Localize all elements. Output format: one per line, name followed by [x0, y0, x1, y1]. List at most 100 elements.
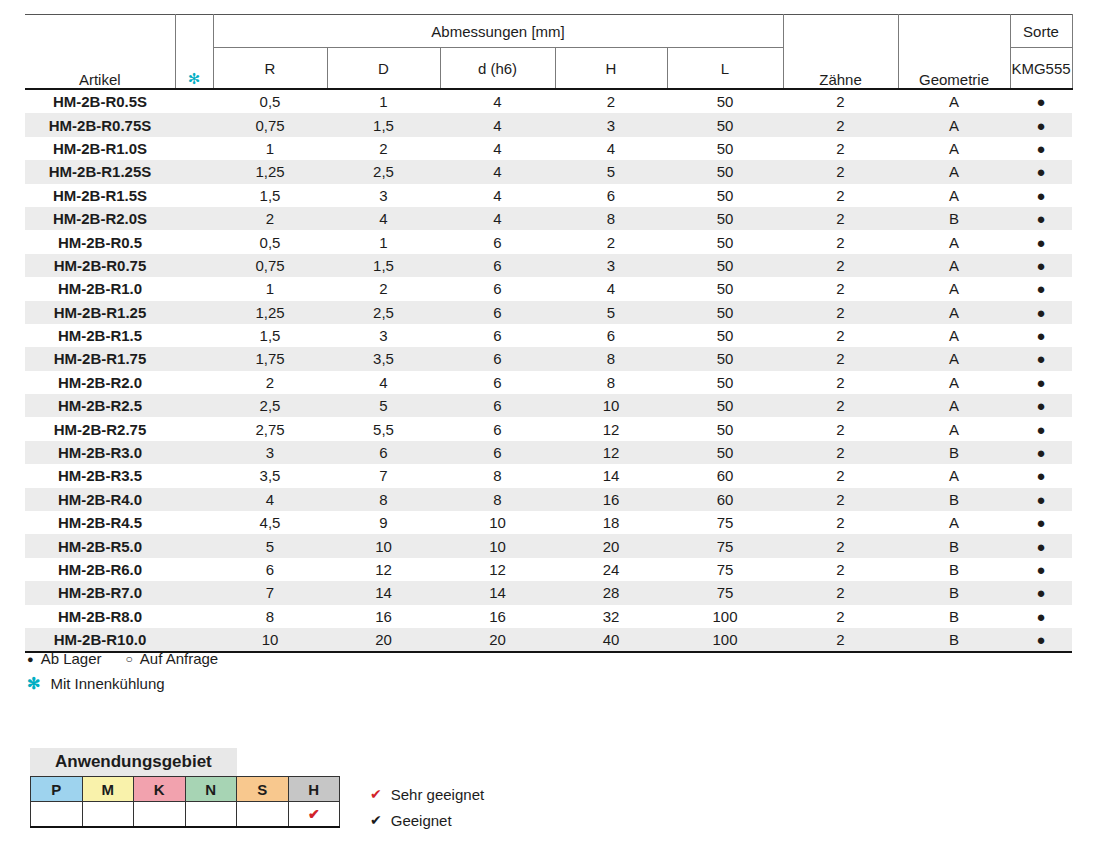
cell-d-h6: 6 [440, 417, 555, 440]
cell-h: 4 [555, 277, 667, 300]
cell-h: 18 [555, 511, 667, 534]
cell-artikel: HM-2B-R3.0 [25, 441, 175, 464]
cell-zaehne: 2 [783, 394, 898, 417]
cell-zaehne: 2 [783, 160, 898, 183]
cell-l: 60 [667, 464, 783, 487]
col-header-l: L [667, 48, 783, 90]
table-row: HM-2B-R1.0 1 2 6 4 50 2 A ● [25, 277, 1072, 300]
cell-h: 40 [555, 628, 667, 652]
cell-artikel: HM-2B-R1.0 [25, 277, 175, 300]
stock-dot-icon: ● [1010, 207, 1072, 230]
spec-table-section: Artikel ✻ Abmessungen [mm] Zähne Geometr… [25, 14, 1073, 653]
col-group-abmessungen: Abmessungen [mm] [213, 15, 783, 48]
cell-geometrie: A [898, 184, 1010, 207]
cell-zaehne: 2 [783, 324, 898, 347]
col-header-geometrie: Geometrie [898, 15, 1010, 90]
cell-geometrie: A [898, 301, 1010, 324]
table-row: HM-2B-R8.0 8 16 16 32 100 2 B ● [25, 605, 1072, 628]
stock-legend: ●Ab Lager○Auf Anfrage [27, 650, 218, 667]
cell-l: 50 [667, 160, 783, 183]
cell-d: 7 [327, 464, 440, 487]
cell-zaehne: 2 [783, 511, 898, 534]
col-header-kmg555: KMG555 [1010, 48, 1072, 90]
legend-item-suitable: ✔ Geeignet [370, 807, 484, 833]
stock-dot-icon: ● [1010, 488, 1072, 511]
cell-coolant [175, 207, 213, 230]
application-section: Anwendungsgebiet PMKNSH ✔ ✔ Sehr geeigne… [30, 748, 484, 833]
cell-h: 6 [555, 184, 667, 207]
cell-r: 3,5 [213, 464, 327, 487]
cell-geometrie: A [898, 137, 1010, 160]
cell-geometrie: A [898, 371, 1010, 394]
cell-coolant [175, 605, 213, 628]
cell-artikel: HM-2B-R8.0 [25, 605, 175, 628]
cell-d-h6: 8 [440, 488, 555, 511]
cell-artikel: HM-2B-R5.0 [25, 534, 175, 557]
cell-zaehne: 2 [783, 254, 898, 277]
application-mark-cell-m [82, 802, 134, 827]
cell-h: 3 [555, 113, 667, 136]
cell-artikel: HM-2B-R4.0 [25, 488, 175, 511]
cell-d-h6: 6 [440, 254, 555, 277]
cell-coolant [175, 534, 213, 557]
cell-coolant [175, 581, 213, 604]
cell-d: 5,5 [327, 417, 440, 440]
table-row: HM-2B-R0.75S 0,75 1,5 4 3 50 2 A ● [25, 113, 1072, 136]
legend-item-very-suitable: ✔ Sehr geeignet [370, 781, 484, 807]
cell-h: 5 [555, 301, 667, 324]
cell-h: 8 [555, 347, 667, 370]
cell-d-h6: 6 [440, 394, 555, 417]
cell-artikel: HM-2B-R0.75 [25, 254, 175, 277]
cell-h: 20 [555, 534, 667, 557]
cell-r: 7 [213, 581, 327, 604]
table-row: HM-2B-R1.5S 1,5 3 4 6 50 2 A ● [25, 184, 1072, 207]
cell-geometrie: B [898, 581, 1010, 604]
cell-coolant [175, 137, 213, 160]
cell-zaehne: 2 [783, 417, 898, 440]
cell-geometrie: A [898, 394, 1010, 417]
cell-geometrie: A [898, 160, 1010, 183]
cell-geometrie: B [898, 605, 1010, 628]
cell-artikel: HM-2B-R1.5S [25, 184, 175, 207]
stock-dot-icon: ● [1010, 605, 1072, 628]
cell-d: 8 [327, 488, 440, 511]
cell-geometrie: B [898, 441, 1010, 464]
table-row: HM-2B-R7.0 7 14 14 28 75 2 B ● [25, 581, 1072, 604]
cell-zaehne: 2 [783, 301, 898, 324]
cell-geometrie: A [898, 464, 1010, 487]
cell-coolant [175, 394, 213, 417]
cell-l: 75 [667, 558, 783, 581]
cell-d: 2,5 [327, 301, 440, 324]
cell-zaehne: 2 [783, 581, 898, 604]
cell-l: 50 [667, 89, 783, 113]
cell-l: 50 [667, 347, 783, 370]
cell-d: 4 [327, 371, 440, 394]
stock-dot-icon: ● [1010, 371, 1072, 394]
cell-d: 3,5 [327, 347, 440, 370]
cell-l: 50 [667, 230, 783, 253]
cell-r: 2,75 [213, 417, 327, 440]
cell-coolant [175, 277, 213, 300]
cell-coolant [175, 89, 213, 113]
table-row: HM-2B-R5.0 5 10 10 20 75 2 B ● [25, 534, 1072, 557]
cell-zaehne: 2 [783, 184, 898, 207]
cell-d: 6 [327, 441, 440, 464]
cell-artikel: HM-2B-R0.5 [25, 230, 175, 253]
cell-l: 50 [667, 441, 783, 464]
cell-geometrie: A [898, 254, 1010, 277]
cell-l: 50 [667, 394, 783, 417]
application-legend: ✔ Sehr geeignet ✔ Geeignet [370, 781, 484, 833]
cell-l: 50 [667, 113, 783, 136]
stock-dot-icon: ● [1010, 464, 1072, 487]
cell-artikel: HM-2B-R1.75 [25, 347, 175, 370]
cell-d-h6: 4 [440, 137, 555, 160]
col-header-h: H [555, 48, 667, 90]
cell-artikel: HM-2B-R0.75S [25, 113, 175, 136]
table-row: HM-2B-R0.5S 0,5 1 4 2 50 2 A ● [25, 89, 1072, 113]
cell-geometrie: B [898, 534, 1010, 557]
cell-zaehne: 2 [783, 628, 898, 652]
stock-dot-icon: ● [1010, 628, 1072, 652]
cell-d-h6: 6 [440, 441, 555, 464]
application-col-h: H [288, 777, 340, 802]
stock-dot-icon: ● [1010, 184, 1072, 207]
